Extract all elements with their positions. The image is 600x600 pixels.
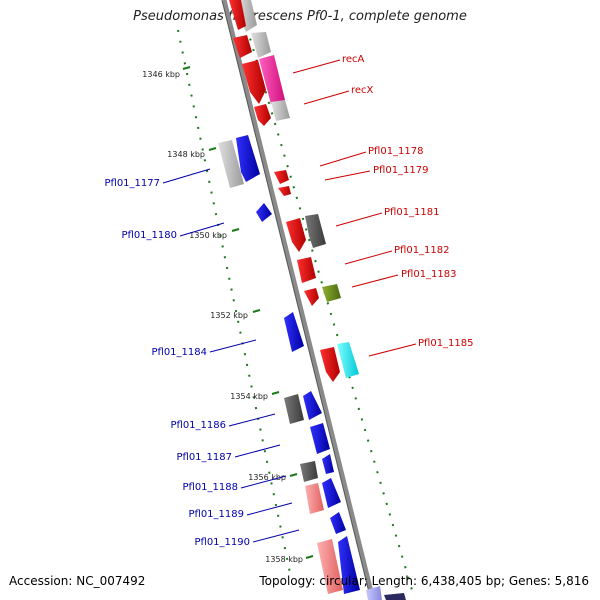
gene-feature xyxy=(384,593,406,600)
ruler-label: 1358 kbp xyxy=(265,555,303,564)
gene-label-pfl01-1190: Pfl01_1190 xyxy=(194,537,250,548)
genome-title: Pseudomonas fluorescens Pf0-1, complete … xyxy=(133,9,467,24)
gene-feature xyxy=(233,35,252,58)
ruler-label: 1346 kbp xyxy=(142,70,180,79)
ruler-major-ticks xyxy=(182,66,314,559)
gene-label-pfl01-1188: Pfl01_1188 xyxy=(182,482,238,493)
gene-label-reca: recA xyxy=(342,54,365,65)
gene-feature xyxy=(229,0,246,30)
gene-feature xyxy=(337,342,359,378)
accession-text: Accession: NC_007492 xyxy=(9,574,146,588)
gene-feature xyxy=(305,214,326,248)
gene-feature xyxy=(366,586,382,600)
ruler-label: 1352 kbp xyxy=(210,311,248,320)
gene-label-pfl01-1180: Pfl01_1180 xyxy=(121,230,177,241)
gene-feature xyxy=(274,170,289,184)
gene-feature xyxy=(256,203,272,222)
gene-feature xyxy=(338,536,360,594)
gene-label-pfl01-1179: Pfl01_1179 xyxy=(373,165,429,176)
gene-feature xyxy=(297,257,316,283)
gene-feature xyxy=(284,312,304,352)
gene-label-pfl01-1181: Pfl01_1181 xyxy=(384,207,440,218)
ruler-label: 1348 kbp xyxy=(167,150,205,159)
gene-feature xyxy=(317,539,343,594)
gene-feature xyxy=(305,483,324,514)
gene-feature xyxy=(303,391,322,420)
gene-label-pfl01-1187: Pfl01_1187 xyxy=(176,452,232,463)
gene-label-pfl01-1177: Pfl01_1177 xyxy=(104,178,160,189)
forward-strand-features[interactable] xyxy=(238,0,406,600)
gene-feature xyxy=(218,140,244,188)
gene-label-pfl01-1189: Pfl01_1189 xyxy=(188,509,244,520)
gene-feature xyxy=(236,135,260,182)
reverse-strand-features[interactable] xyxy=(218,135,360,594)
left-leader-lines xyxy=(162,168,300,543)
gene-feature xyxy=(251,32,271,58)
ruler-label: 1350 kbp xyxy=(189,231,227,240)
genome-summary-text: Topology: circular; Length: 6,438,405 bp… xyxy=(259,574,589,588)
gene-label-pfl01-1185: Pfl01_1185 xyxy=(418,338,474,349)
gene-label-pfl01-1186: Pfl01_1186 xyxy=(170,420,226,431)
gene-feature xyxy=(322,454,334,474)
gene-label-pfl01-1178: Pfl01_1178 xyxy=(368,146,424,157)
gene-feature xyxy=(304,288,319,306)
gene-feature xyxy=(300,461,318,482)
gene-feature xyxy=(271,100,290,121)
forward-gene-labels[interactable]: recA recX Pfl01_1178 Pfl01_1179 Pfl01_11… xyxy=(342,54,474,349)
gene-feature xyxy=(284,394,304,424)
gene-label-recx: recX xyxy=(351,85,374,96)
gene-feature xyxy=(322,478,341,508)
gene-feature xyxy=(330,512,346,534)
gene-feature xyxy=(259,55,285,104)
gene-label-pfl01-1183: Pfl01_1183 xyxy=(401,269,457,280)
gene-label-pfl01-1184: Pfl01_1184 xyxy=(151,347,207,358)
reverse-gene-labels[interactable]: Pfl01_1177 Pfl01_1180 Pfl01_1184 Pfl01_1… xyxy=(104,178,250,548)
gene-feature xyxy=(242,60,266,104)
outer-tick-ring xyxy=(177,29,291,574)
ruler-labels: 1346 kbp 1348 kbp 1350 kbp 1352 kbp 1354… xyxy=(142,70,303,564)
gene-feature xyxy=(322,284,341,302)
gene-feature xyxy=(254,104,271,126)
gene-feature xyxy=(238,0,257,32)
gene-feature xyxy=(278,186,291,196)
right-leader-lines xyxy=(292,59,417,357)
gene-label-pfl01-1182: Pfl01_1182 xyxy=(394,245,450,256)
genome-backbone xyxy=(221,0,376,600)
gene-feature xyxy=(286,218,306,252)
gene-feature xyxy=(320,347,340,382)
ruler-label: 1356 kbp xyxy=(248,473,286,482)
ruler-label: 1354 kbp xyxy=(230,392,268,401)
red-genes[interactable] xyxy=(229,0,340,382)
gene-feature xyxy=(310,423,330,454)
